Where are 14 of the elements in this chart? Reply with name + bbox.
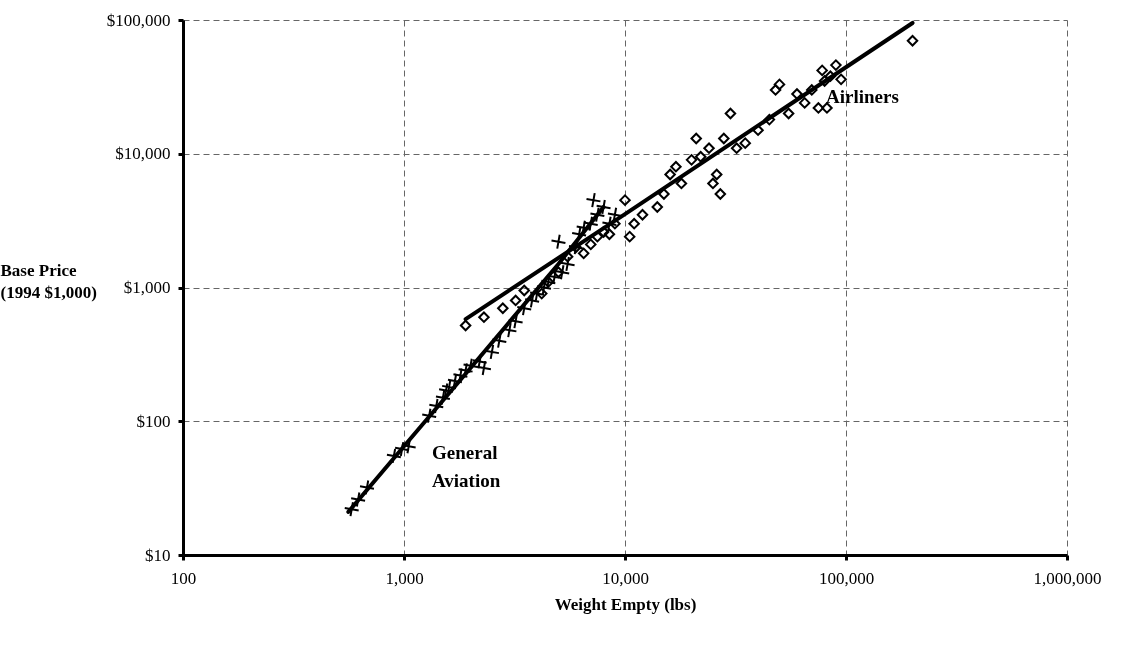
- annotation: Airliners: [826, 86, 899, 107]
- x-tick-label: 1,000: [385, 568, 424, 588]
- annotation: General Aviation: [432, 442, 501, 491]
- x-axis-title: Weight Empty (lbs): [554, 594, 697, 614]
- x-tick-label: 100,000: [818, 568, 875, 588]
- x-tick-label: 100: [170, 568, 197, 588]
- x-tick-label: 10,000: [602, 568, 649, 588]
- y-tick-label: $100: [136, 411, 171, 431]
- x-tick-label: 1,000,000: [1033, 568, 1102, 588]
- y-tick-label: $100,000: [106, 10, 171, 30]
- y-tick-label: $10: [145, 545, 171, 565]
- y-tick-label: $1,000: [123, 278, 171, 297]
- y-axis-title: Base Price (1994 $1,000): [0, 260, 97, 302]
- y-tick-label: $10,000: [115, 144, 171, 164]
